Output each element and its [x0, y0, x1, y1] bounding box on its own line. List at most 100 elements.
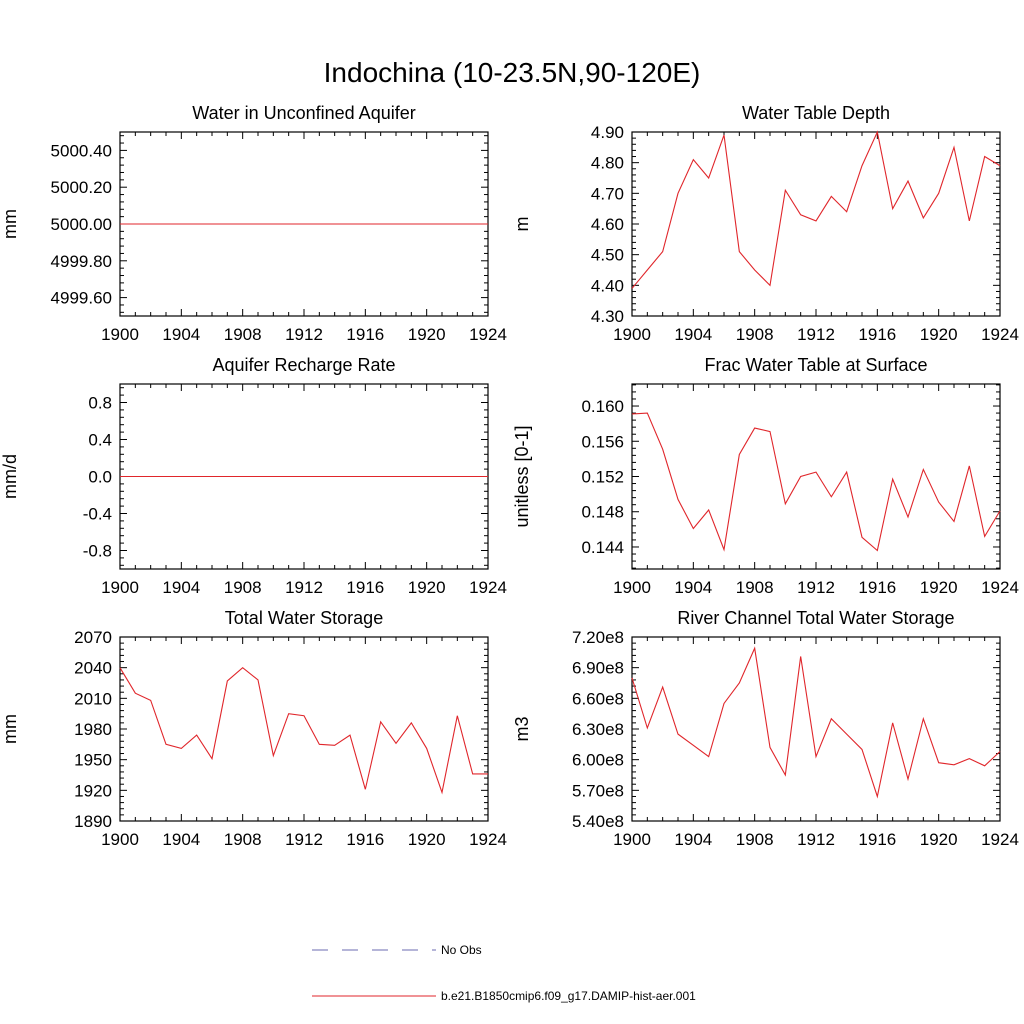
x-tick-label: 1924	[981, 830, 1019, 849]
x-tick-label: 1900	[613, 325, 651, 344]
y-tick-label: 2070	[74, 628, 112, 647]
x-tick-label: 1920	[408, 325, 446, 344]
y-tick-label: 0.8	[88, 394, 112, 413]
x-tick-label: 1908	[736, 830, 774, 849]
x-tick-label: 1908	[224, 830, 262, 849]
y-tick-label: -0.8	[83, 542, 112, 561]
y-tick-label: 4.70	[591, 184, 624, 203]
x-tick-label: 1904	[162, 325, 200, 344]
series-line	[631, 412, 1001, 552]
x-tick-label: 1924	[981, 325, 1019, 344]
y-tick-label: 5000.40	[51, 141, 112, 160]
x-tick-label: 1920	[408, 830, 446, 849]
y-tick-label: 0.160	[581, 397, 624, 416]
panel-title: River Channel Total Water Storage	[677, 608, 954, 628]
x-tick-label: 1912	[797, 578, 835, 597]
x-tick-label: 1912	[797, 830, 835, 849]
panel-4: Frac Water Table at Surface unitless [0-1…	[512, 355, 1019, 597]
panel-6: River Channel Total Water Storage m3 1900 1…	[512, 608, 1019, 849]
x-tick-label: 1916	[346, 325, 384, 344]
panel-1: Water in Unconfined Aquifer mm 1900 1904 190…	[0, 103, 507, 344]
x-tick-label: 1920	[408, 578, 446, 597]
legend-label: b.e21.B1850cmip6.f09_g17.DAMIP-hist-aer.…	[441, 989, 696, 1003]
plot-frame	[631, 383, 1001, 570]
panel-title: Total Water Storage	[225, 608, 383, 628]
plot-frame	[119, 636, 489, 822]
y-tick-label: 1980	[74, 720, 112, 739]
x-tick-label: 1900	[101, 578, 139, 597]
series-line	[631, 646, 1001, 799]
x-tick-label: 1916	[346, 830, 384, 849]
y-tick-label: 7.20e8	[572, 628, 624, 647]
x-tick-label: 1924	[469, 578, 507, 597]
y-axis-label: m	[512, 217, 532, 232]
x-tick-label: 1900	[613, 830, 651, 849]
y-tick-label: 4.40	[591, 276, 624, 295]
x-tick-label: 1904	[162, 830, 200, 849]
y-axis-label: mm	[0, 209, 20, 239]
panel-2: Water Table Depth m 1900 1904 1908 1912 1916 19…	[512, 103, 1019, 344]
y-axis-label: mm	[0, 714, 20, 744]
panel-title: Water Table Depth	[742, 103, 890, 123]
x-tick-label: 1912	[285, 325, 323, 344]
y-tick-label: 5.70e8	[572, 781, 624, 800]
x-tick-label: 1908	[736, 578, 774, 597]
series-line	[119, 666, 488, 795]
y-tick-label: 0.4	[88, 431, 112, 450]
plot-frame	[631, 636, 1001, 822]
x-tick-label: 1920	[920, 325, 958, 344]
y-tick-label: 4.80	[591, 154, 624, 173]
x-tick-label: 1904	[162, 578, 200, 597]
plot-frame	[631, 131, 1001, 317]
x-tick-label: 1900	[101, 830, 139, 849]
series-line	[631, 130, 1001, 289]
y-tick-label: 4999.60	[51, 289, 112, 308]
y-tick-label: 6.60e8	[572, 689, 624, 708]
y-tick-label: 6.30e8	[572, 720, 624, 739]
y-tick-label: 5000.00	[51, 215, 112, 234]
panel-title: Water in Unconfined Aquifer	[192, 103, 415, 123]
main-title: Indochina (10-23.5N,90-120E)	[324, 57, 701, 88]
y-tick-label: 4.90	[591, 123, 624, 142]
y-tick-label: 1890	[74, 812, 112, 831]
x-tick-label: 1916	[858, 325, 896, 344]
x-tick-label: 1908	[224, 325, 262, 344]
x-tick-label: 1900	[613, 578, 651, 597]
x-tick-label: 1908	[736, 325, 774, 344]
y-tick-label: 4.60	[591, 215, 624, 234]
legend-label: No Obs	[441, 943, 482, 957]
x-tick-label: 1912	[797, 325, 835, 344]
y-tick-label: 6.00e8	[572, 751, 624, 770]
x-tick-label: 1920	[920, 578, 958, 597]
x-tick-label: 1912	[285, 830, 323, 849]
y-tick-label: 0.144	[581, 538, 624, 557]
x-tick-label: 1900	[101, 325, 139, 344]
panel-3: Aquifer Recharge Rate mm/d 1900 1904 1908 191…	[0, 355, 507, 597]
y-tick-label: 4.30	[591, 307, 624, 326]
x-tick-label: 1924	[469, 830, 507, 849]
panel-title: Aquifer Recharge Rate	[212, 355, 395, 375]
panel-title: Frac Water Table at Surface	[704, 355, 927, 375]
y-tick-label: 6.90e8	[572, 659, 624, 678]
x-tick-label: 1916	[858, 830, 896, 849]
y-tick-label: 5.40e8	[572, 812, 624, 831]
x-tick-label: 1912	[285, 578, 323, 597]
y-tick-label: 0.0	[88, 468, 112, 487]
y-tick-label: 5000.20	[51, 178, 112, 197]
x-tick-label: 1904	[674, 830, 712, 849]
legend-item-1: No Obs	[312, 943, 482, 957]
x-tick-label: 1904	[674, 325, 712, 344]
y-tick-label: 1920	[74, 781, 112, 800]
x-tick-label: 1920	[920, 830, 958, 849]
y-tick-label: 2040	[74, 659, 112, 678]
y-tick-label: 0.152	[581, 468, 624, 487]
x-tick-label: 1916	[858, 578, 896, 597]
x-tick-label: 1924	[469, 325, 507, 344]
y-tick-label: 0.156	[581, 432, 624, 451]
legend: No Obs b.e21.B1850cmip6.f09_g17.DAMIP-his…	[312, 943, 696, 1003]
y-axis-label: mm/d	[0, 454, 20, 499]
y-tick-label: 4999.80	[51, 252, 112, 271]
x-tick-label: 1904	[674, 578, 712, 597]
x-tick-label: 1924	[981, 578, 1019, 597]
